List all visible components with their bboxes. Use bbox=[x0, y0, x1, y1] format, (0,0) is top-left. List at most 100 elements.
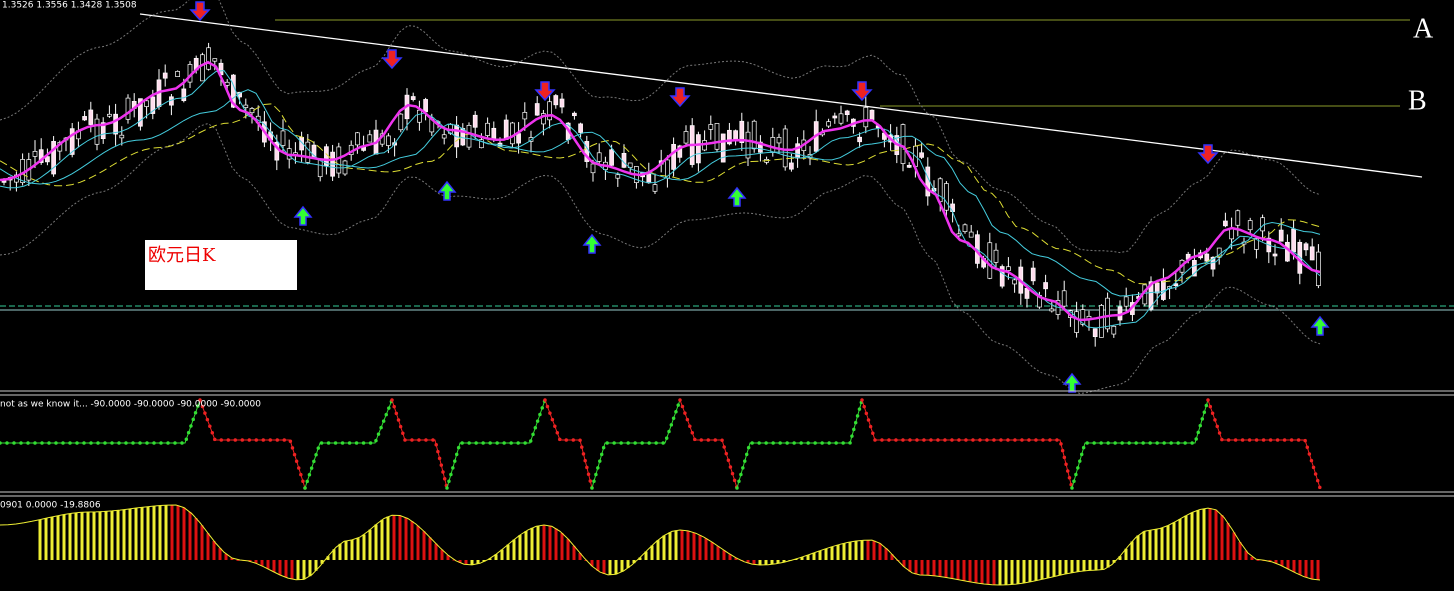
candle-body bbox=[1061, 290, 1067, 307]
histogram-bar bbox=[398, 515, 402, 560]
candle-body bbox=[1192, 260, 1197, 277]
candle-body bbox=[572, 112, 577, 117]
histogram-bar bbox=[302, 560, 306, 580]
candle-body bbox=[789, 162, 794, 170]
histogram-bar bbox=[1232, 532, 1236, 560]
histogram-bar bbox=[1298, 560, 1302, 575]
candle-body bbox=[652, 184, 658, 192]
note-box bbox=[145, 240, 297, 290]
histogram-bar bbox=[956, 560, 960, 580]
candle-body bbox=[305, 141, 311, 163]
histogram-bar bbox=[476, 560, 480, 564]
histogram-bar bbox=[632, 560, 636, 564]
candle-body bbox=[441, 134, 447, 139]
candle-body bbox=[1105, 297, 1110, 330]
ma-cyan bbox=[0, 69, 1321, 329]
candle-body bbox=[113, 113, 118, 135]
candle-body bbox=[94, 118, 100, 145]
histogram-bar bbox=[806, 554, 810, 560]
candle-body bbox=[1278, 229, 1284, 242]
candle-body bbox=[1235, 210, 1241, 226]
indicator-line bbox=[1207, 399, 1321, 489]
candle-body bbox=[727, 129, 732, 145]
up-arrow bbox=[582, 233, 602, 254]
candle-body bbox=[714, 123, 720, 150]
histogram-bar bbox=[290, 560, 294, 580]
histogram-bar bbox=[230, 557, 234, 560]
candle-body bbox=[1099, 305, 1104, 338]
candle-body bbox=[243, 104, 249, 108]
histogram-bar bbox=[1304, 560, 1308, 578]
indicator-dots bbox=[860, 398, 1074, 490]
candle-body bbox=[150, 96, 156, 114]
histogram-bar bbox=[734, 557, 738, 560]
candle-body bbox=[45, 156, 50, 163]
histogram-bar bbox=[1280, 560, 1284, 566]
histogram-bar bbox=[1196, 510, 1200, 560]
candle-body bbox=[491, 127, 497, 140]
histogram-bar bbox=[590, 560, 594, 567]
histogram-bar bbox=[992, 560, 996, 585]
label-a: A bbox=[1413, 13, 1434, 44]
down-arrow bbox=[669, 87, 691, 108]
histogram-bar bbox=[1220, 515, 1224, 560]
candle-body bbox=[51, 141, 56, 175]
histogram-bar bbox=[116, 510, 120, 560]
histogram-bar bbox=[986, 560, 990, 585]
candle-body bbox=[795, 143, 800, 159]
candle-body bbox=[720, 133, 726, 163]
histogram-bar bbox=[224, 553, 228, 560]
histogram-bar bbox=[944, 560, 948, 578]
histogram-bar bbox=[98, 511, 102, 560]
histogram-bar bbox=[848, 541, 852, 560]
candle-body bbox=[69, 128, 75, 155]
candle-body bbox=[869, 109, 875, 120]
histogram-bar bbox=[380, 519, 384, 560]
histogram-bar bbox=[356, 538, 360, 560]
histogram-bar bbox=[248, 560, 252, 562]
histogram-bar bbox=[254, 560, 258, 564]
histogram-bar bbox=[410, 521, 414, 560]
histogram-bar bbox=[656, 540, 660, 560]
candle-body bbox=[745, 131, 751, 159]
candle-body bbox=[32, 151, 38, 157]
histogram-bar bbox=[1004, 560, 1008, 585]
indicator-dots bbox=[390, 398, 449, 490]
candle-body bbox=[559, 98, 565, 108]
candle-body bbox=[770, 137, 776, 153]
candle-body bbox=[733, 130, 738, 140]
histogram-bar bbox=[50, 516, 54, 560]
candle-body bbox=[355, 132, 360, 146]
histogram-bar bbox=[818, 550, 822, 560]
histogram-bar bbox=[404, 517, 408, 560]
indicator-line bbox=[1071, 399, 1209, 489]
histogram-bar bbox=[266, 560, 270, 569]
histogram-bar bbox=[626, 560, 630, 569]
histogram-bar bbox=[644, 551, 648, 560]
indicator-dots bbox=[445, 398, 547, 490]
candle-body bbox=[906, 164, 912, 168]
histogram-bar bbox=[1184, 515, 1188, 560]
histogram-bar bbox=[842, 543, 846, 560]
histogram-bar bbox=[722, 550, 726, 560]
histogram-bar bbox=[542, 525, 546, 560]
histogram-bar bbox=[1136, 535, 1140, 560]
candle-body bbox=[826, 121, 831, 127]
candle-body bbox=[1161, 279, 1166, 300]
candle-body bbox=[1272, 253, 1278, 257]
histogram-bar bbox=[296, 560, 300, 580]
histogram-bar bbox=[488, 558, 492, 560]
histogram-bar bbox=[1316, 560, 1320, 580]
histogram-bar bbox=[344, 540, 348, 560]
histogram-bar bbox=[854, 540, 858, 560]
candle-body bbox=[485, 122, 490, 136]
candle-body bbox=[181, 88, 187, 102]
candle-body bbox=[1049, 308, 1055, 312]
histogram-bar bbox=[1238, 542, 1242, 560]
histogram-bar bbox=[236, 559, 240, 561]
histogram-bar bbox=[1088, 560, 1092, 571]
candle-body bbox=[534, 103, 540, 116]
candle-body bbox=[1247, 220, 1253, 231]
histogram-bar bbox=[830, 546, 834, 560]
histogram-bar bbox=[1076, 560, 1080, 572]
